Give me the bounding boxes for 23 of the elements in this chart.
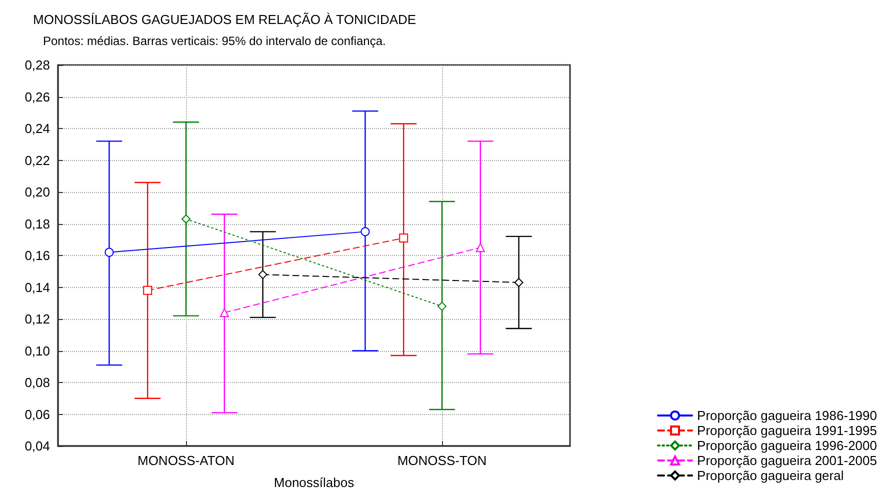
y-tick-label: 0,24 bbox=[24, 121, 50, 136]
y-tick-label: 0,10 bbox=[24, 343, 50, 358]
y-tick-label: 0,26 bbox=[24, 89, 50, 104]
y-tick-label: 0,18 bbox=[24, 216, 50, 232]
y-tick-label: 0,28 bbox=[24, 58, 50, 72]
y-tick-label: 0,06 bbox=[24, 406, 50, 422]
y-tick-label: 0,22 bbox=[24, 152, 50, 168]
legend-label: Proporção gagueira 2001-2005 bbox=[697, 453, 877, 468]
x-tick-label: MONOSS-ATON bbox=[137, 453, 235, 468]
legend-label: Proporção gagueira 1986-1990 bbox=[697, 408, 877, 423]
x-tick-label: MONOSS-TON bbox=[397, 453, 487, 468]
x-axis-title: Monossílabos bbox=[274, 475, 355, 490]
y-tick-label: 0,04 bbox=[24, 438, 50, 454]
y-tick-label: 0,16 bbox=[24, 248, 50, 263]
y-tick-label: 0,08 bbox=[24, 375, 50, 390]
legend-label: Proporção gagueira 1996-2000 bbox=[697, 438, 877, 453]
chart-subtitle: Pontos: médias. Barras verticais: 95% do intervalo de confiança. bbox=[43, 34, 386, 48]
legend-label: Proporção gagueira 1991-1995 bbox=[697, 423, 877, 438]
legend-label: Proporção gagueira geral bbox=[697, 468, 844, 483]
y-tick-label: 0,14 bbox=[24, 280, 50, 295]
y-tick-label: 0,20 bbox=[24, 184, 50, 200]
chart-title: MONOSSÍLABOS GAGUEJADOS EM RELAÇÃO À TONICIDADE bbox=[33, 12, 416, 27]
y-tick-label: 0,12 bbox=[24, 312, 50, 326]
